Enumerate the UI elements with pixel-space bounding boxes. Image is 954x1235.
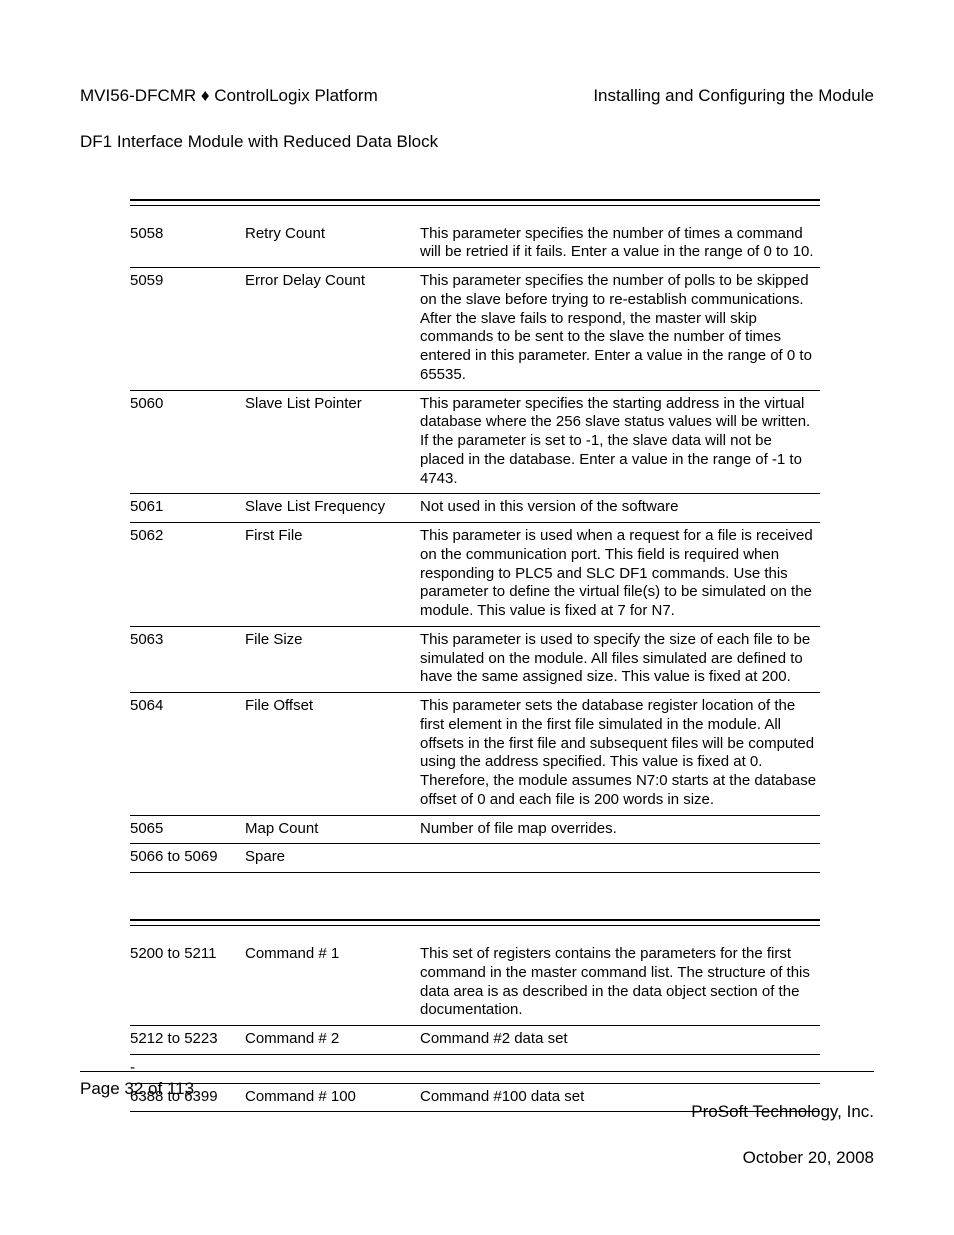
table-row: 5066 to 5069 Spare: [130, 843, 820, 872]
footer-right: ProSoft Technology, Inc. October 20, 200…: [691, 1078, 874, 1193]
cell-name: First File: [245, 527, 420, 621]
cell-desc: This parameter is used to specify the si…: [420, 631, 820, 687]
cell-addr: 5200 to 5211: [130, 945, 245, 1020]
cell-desc: This parameter is used when a request fo…: [420, 527, 820, 621]
cell-addr: 5062: [130, 527, 245, 621]
table-row: 5200 to 5211 Command # 1 This set of reg…: [130, 941, 820, 1025]
cell-desc: Number of file map overrides.: [420, 820, 820, 839]
cell-addr: 5063: [130, 631, 245, 687]
table-row: 5060 Slave List Pointer This parameter s…: [130, 390, 820, 494]
cell-name: File Size: [245, 631, 420, 687]
header-left-line2: DF1 Interface Module with Reduced Data B…: [80, 131, 438, 154]
table-rule-gap: [130, 205, 820, 221]
table-row: 5063 File Size This parameter is used to…: [130, 626, 820, 692]
footer-company: ProSoft Technology, Inc.: [691, 1101, 874, 1124]
footer-page-number: Page 32 of 113: [80, 1078, 194, 1193]
page-footer: Page 32 of 113 ProSoft Technology, Inc. …: [80, 1071, 874, 1193]
cell-name: Retry Count: [245, 225, 420, 263]
cell-name: Slave List Frequency: [245, 498, 420, 517]
cell-desc: This parameter specifies the number of p…: [420, 272, 820, 385]
cell-desc: This parameter sets the database registe…: [420, 697, 820, 810]
footer-rule: [80, 1071, 874, 1072]
page-header: MVI56-DFCMR ♦ ControlLogix Platform DF1 …: [80, 62, 874, 177]
table-row: 5061 Slave List Frequency Not used in th…: [130, 493, 820, 522]
parameter-table-1: 5058 Retry Count This parameter specifie…: [130, 199, 820, 874]
table-rule-bottom: [130, 872, 820, 873]
table-row: 5064 File Offset This parameter sets the…: [130, 692, 820, 815]
cell-desc: This parameter specifies the number of t…: [420, 225, 820, 263]
table-row: 5212 to 5223 Command # 2 Command #2 data…: [130, 1025, 820, 1054]
cell-name: File Offset: [245, 697, 420, 810]
document-page: MVI56-DFCMR ♦ ControlLogix Platform DF1 …: [0, 0, 954, 1235]
cell-name: Command # 1: [245, 945, 420, 1020]
cell-addr: 5066 to 5069: [130, 848, 245, 867]
header-right: Installing and Configuring the Module: [593, 62, 874, 177]
cell-addr: 5064: [130, 697, 245, 810]
cell-addr: 5065: [130, 820, 245, 839]
table-row: 5062 First File This parameter is used w…: [130, 522, 820, 626]
header-right-line1: Installing and Configuring the Module: [593, 85, 874, 108]
table-row: 5059 Error Delay Count This parameter sp…: [130, 267, 820, 390]
cell-desc: This set of registers contains the param…: [420, 945, 820, 1020]
cell-addr: 5212 to 5223: [130, 1030, 245, 1049]
cell-name: Map Count: [245, 820, 420, 839]
cell-name: Command # 2: [245, 1030, 420, 1049]
header-left-line1: MVI56-DFCMR ♦ ControlLogix Platform: [80, 85, 438, 108]
table-row: 5065 Map Count Number of file map overri…: [130, 815, 820, 844]
cell-desc: Not used in this version of the software: [420, 498, 820, 517]
cell-addr: 5060: [130, 395, 245, 489]
cell-desc: This parameter specifies the starting ad…: [420, 395, 820, 489]
cell-name: Spare: [245, 848, 420, 867]
table-row: 5058 Retry Count This parameter specifie…: [130, 221, 820, 268]
cell-desc: Command #2 data set: [420, 1030, 820, 1049]
table-rule-gap: [130, 925, 820, 941]
footer-date: October 20, 2008: [691, 1147, 874, 1170]
cell-name: Error Delay Count: [245, 272, 420, 385]
cell-desc: [420, 848, 820, 867]
header-left: MVI56-DFCMR ♦ ControlLogix Platform DF1 …: [80, 62, 438, 177]
cell-addr: 5059: [130, 272, 245, 385]
cell-name: Slave List Pointer: [245, 395, 420, 489]
cell-addr: 5058: [130, 225, 245, 263]
cell-addr: 5061: [130, 498, 245, 517]
